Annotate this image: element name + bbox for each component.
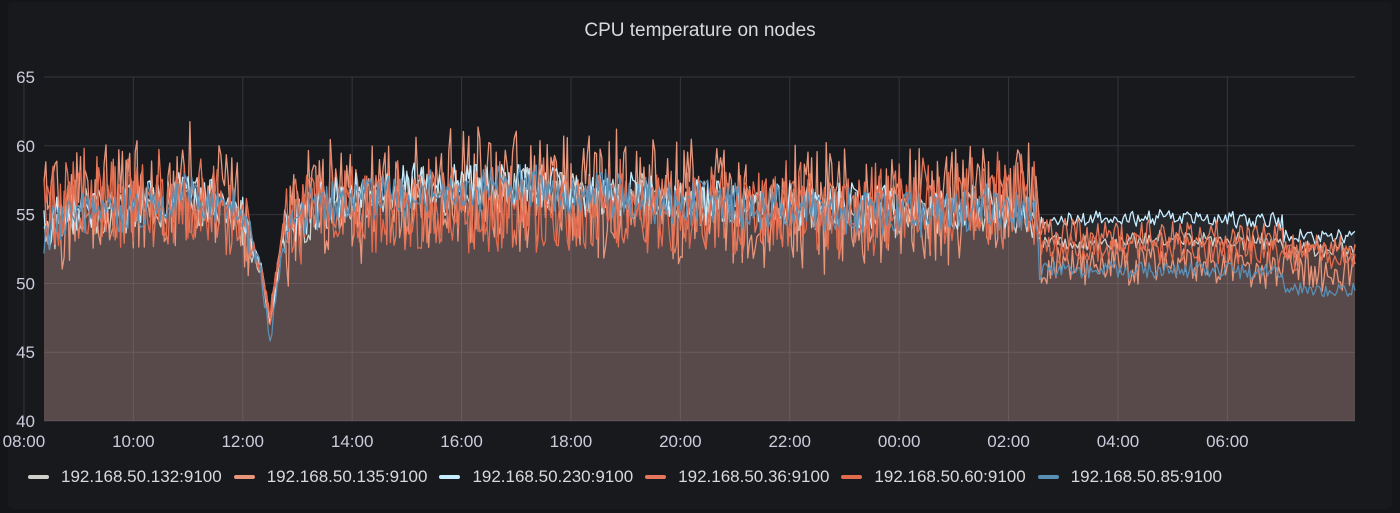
y-tick-label: 65: [16, 68, 35, 87]
legend-item[interactable]: 192.168.50.85:9100: [1037, 467, 1222, 487]
x-axis: 10:00 12:00 14:00 16:00 18:00 20:00 22:00 00:00…: [3, 432, 1249, 451]
series-line: [43, 164, 1356, 342]
legend-swatch-icon: [28, 475, 49, 479]
x-tick-label: 12:00: [221, 432, 264, 451]
x-tick-label: 20:00: [659, 432, 702, 451]
legend-label: 192.168.50.135:9100: [266, 467, 428, 486]
legend-label: 192.168.50.132:9100: [61, 467, 222, 486]
legend-item[interactable]: 192.168.50.132:9100: [28, 467, 222, 487]
area-fill: [44, 121, 1355, 422]
legend-swatch-icon: [645, 475, 667, 479]
y-axis: 40 45 50 55 60 65: [16, 68, 35, 431]
legend-swatch-icon: [439, 475, 461, 479]
y-tick-label: 40: [16, 412, 35, 431]
x-tick-label: 10:00: [112, 432, 155, 451]
y-tick-label: 45: [16, 343, 35, 362]
y-tick-label: 50: [16, 274, 35, 293]
x-tick-label: 22:00: [768, 432, 811, 451]
y-tick-label: 55: [16, 206, 35, 225]
legend-label: 192.168.50.230:9100: [472, 467, 634, 486]
x-tick-label: 04:00: [1097, 432, 1140, 451]
x-tick-label: 02:00: [987, 432, 1030, 451]
legend-item[interactable]: 192.168.50.60:9100: [841, 467, 1026, 487]
x-tick-label: 16:00: [440, 432, 483, 451]
legend-label: 192.168.50.85:9100: [1070, 467, 1222, 486]
legend-item[interactable]: 192.168.50.36:9100: [645, 467, 829, 487]
x-tick-label: 18:00: [550, 432, 593, 451]
chart-title: CPU temperature on nodes: [584, 20, 816, 41]
series-lines: [43, 120, 1356, 342]
legend-swatch-icon: [233, 475, 255, 479]
legend-label: 192.168.50.36:9100: [678, 467, 830, 486]
legend-label: 192.168.50.60:9100: [874, 467, 1026, 486]
x-tick-label: 00:00: [878, 432, 921, 451]
legend-swatch-icon: [841, 475, 863, 479]
y-tick-label: 60: [16, 137, 35, 156]
x-tick-label: 06:00: [1206, 432, 1249, 451]
legend-item[interactable]: 192.168.50.230:9100: [439, 467, 633, 487]
x-tick-label: 14:00: [331, 432, 374, 451]
grid: [23, 76, 1355, 422]
legend: 192.168.50.132:9100 192.168.50.135:9100 19…: [28, 464, 1234, 490]
series-line: [43, 151, 1356, 320]
legend-swatch-icon: [1037, 475, 1059, 479]
legend-item[interactable]: 192.168.50.135:9100: [233, 467, 428, 487]
x-tick-label: 08:00: [3, 432, 46, 451]
